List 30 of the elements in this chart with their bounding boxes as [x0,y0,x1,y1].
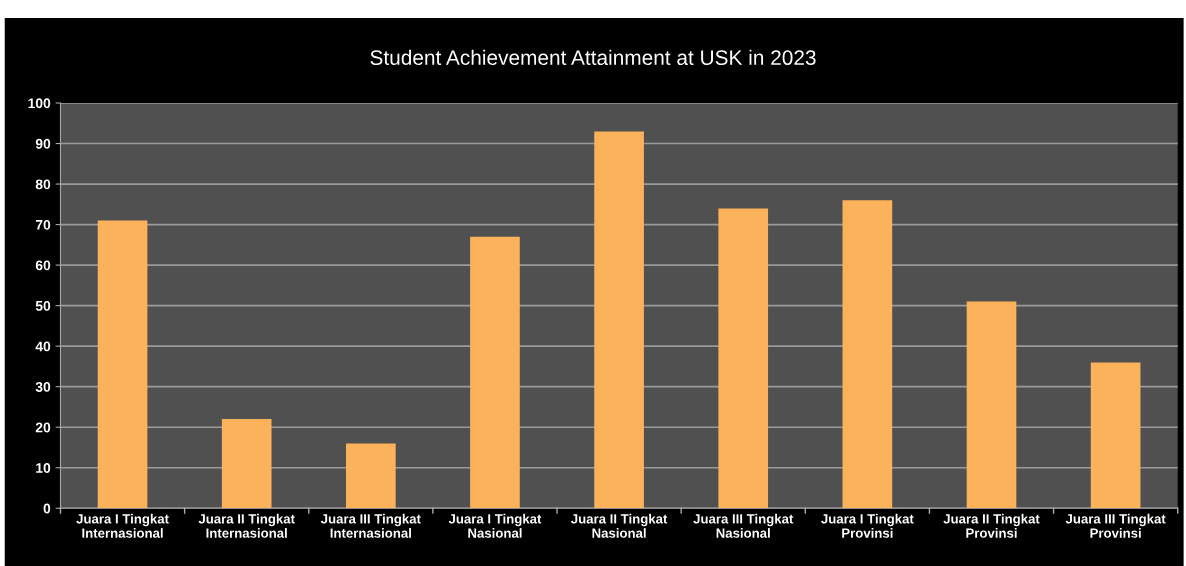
x-tick-label: Juara III Tingkat Internasional [320,513,421,538]
y-tick-label: 10 [36,463,51,473]
x-tick-label: Juara I Tingkat Provinsi [821,513,914,538]
x-tick-label: Juara II Tingkat Internasional [198,513,295,538]
x-tick-label: Juara III Tingkat Provinsi [1065,513,1166,538]
bar [594,131,644,509]
bar [966,301,1017,509]
bar [97,220,148,509]
x-tick-label: Juara I Tingkat Nasional [448,513,542,538]
x-tick-label: Juara I Tingkat Internasional [76,513,169,538]
y-tick-label: 60 [35,260,51,271]
bar [346,443,396,509]
bar [1090,362,1141,509]
y-tick-label: 0 [43,503,51,514]
bar [470,236,520,509]
x-tick-label: Juara III Tingkat Nasional [693,513,794,538]
x-tick-label: Juara II Tingkat Nasional [571,513,668,538]
y-tick-label: 30 [35,382,51,392]
y-tick-label: 40 [35,341,51,352]
bar [842,200,893,509]
bar [221,419,272,509]
x-tick-label: Juara II Tingkat Provinsi [943,513,1040,538]
y-tick-label: 50 [35,300,51,311]
y-tick-label: 70 [35,219,51,230]
y-tick-label: 100 [28,98,51,109]
y-tick-label: 80 [35,179,51,190]
chart-title: Student Achievement Attainment at USK in 2023 [370,49,816,66]
y-tick-label: 20 [35,422,51,433]
bar [718,208,769,509]
y-tick-label: 90 [35,138,51,149]
